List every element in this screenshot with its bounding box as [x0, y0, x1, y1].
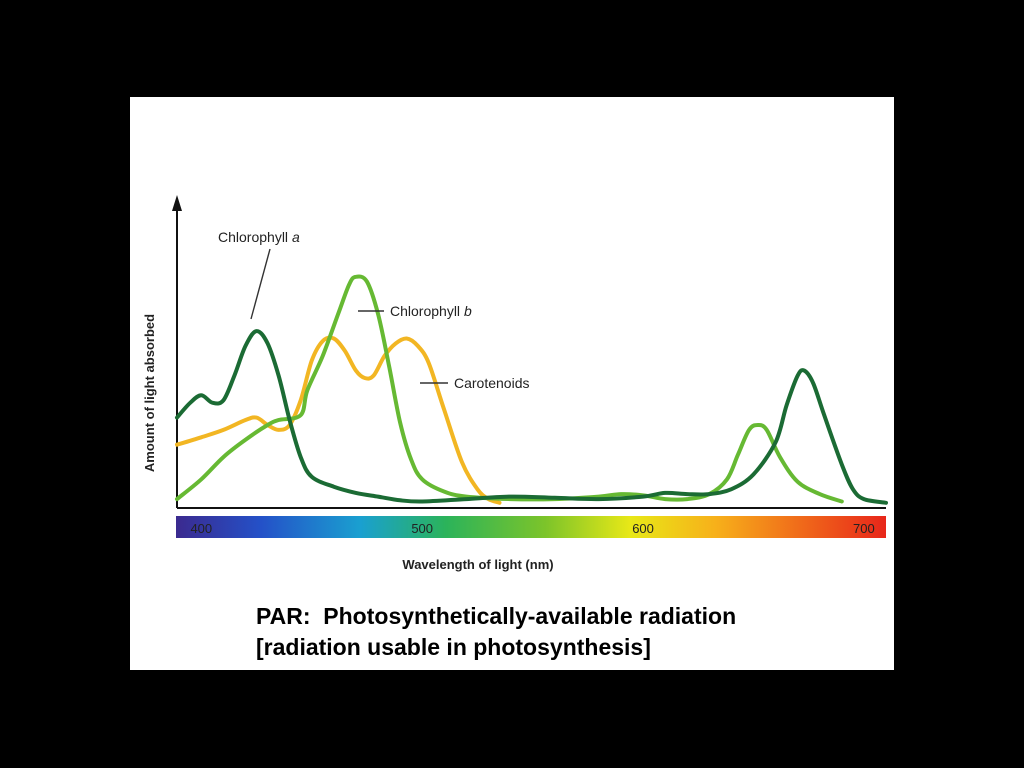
annotation-label-italic: b	[464, 303, 472, 319]
series-line-carotenoids	[175, 335, 502, 505]
absorption-spectrum-chart: 400 500 600 700 Wavelength of light (nm) Am…	[142, 195, 888, 572]
series-line-chlorophyll-b	[175, 274, 844, 504]
x-tick-label-500: 500	[411, 521, 433, 536]
annotation-label-italic: a	[292, 229, 300, 245]
x-axis-label: Wavelength of light (nm)	[402, 557, 553, 572]
annotation-label-main: Chlorophyll	[218, 229, 292, 245]
x-tick-label-400: 400	[190, 521, 212, 536]
y-axis-label: Amount of light absorbed	[142, 314, 157, 472]
axes	[172, 195, 886, 509]
annotation-leader-chlorophyll-a	[250, 248, 271, 320]
annotation-label-main: Carotenoids	[454, 375, 530, 391]
y-axis-arrow	[172, 195, 182, 211]
series-line-chlorophyll-a	[175, 329, 888, 505]
annotation-label-chlorophyll-b: Chlorophyll b	[390, 303, 472, 319]
slide: 400 500 600 700 Wavelength of light (nm) Am…	[130, 97, 894, 670]
x-tick-label-600: 600	[632, 521, 654, 536]
x-tick-label-700: 700	[853, 521, 875, 536]
annotation-label-main: Chlorophyll	[390, 303, 464, 319]
series-layer	[175, 274, 888, 505]
visible-spectrum-bar	[176, 516, 886, 538]
caption-line-2: [radiation usable in photosynthesis]	[256, 634, 651, 660]
caption-line-1: PAR: Photosynthetically-available radiat…	[256, 603, 737, 629]
x-tick-labels: 400 500 600 700	[190, 521, 874, 536]
annotation-label-carotenoids: Carotenoids	[454, 375, 530, 391]
annotation-label-chlorophyll-a: Chlorophyll a	[218, 229, 300, 245]
